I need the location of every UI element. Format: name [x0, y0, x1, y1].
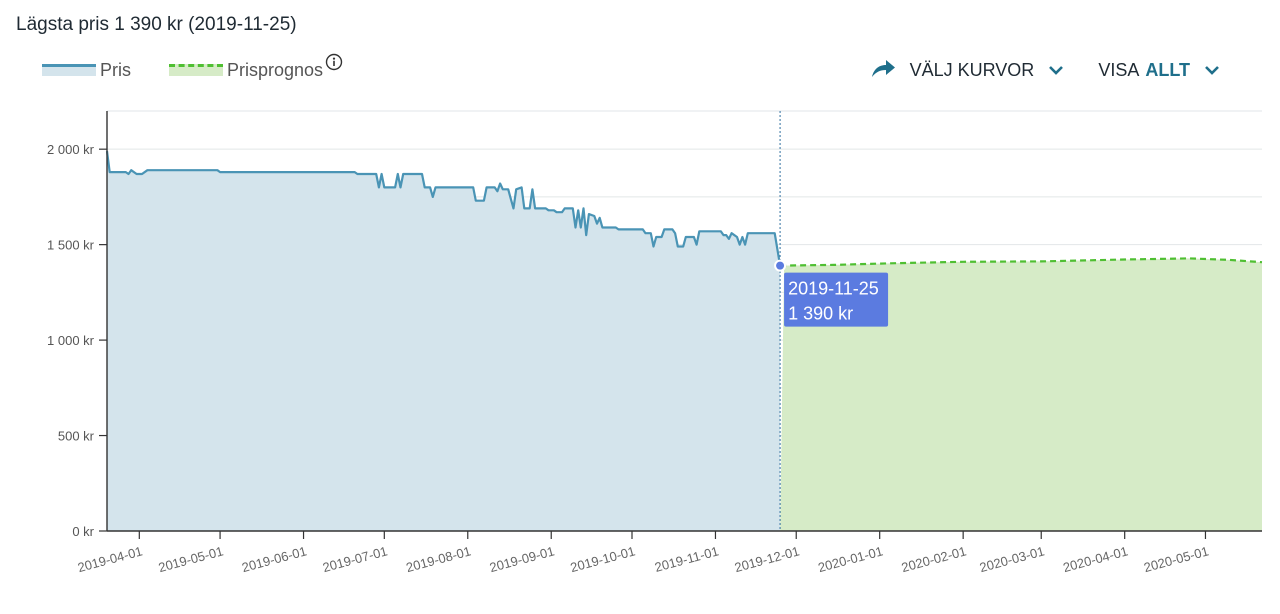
x-tick-label: 2019-09-01: [488, 543, 556, 575]
y-tick-label: 0 kr: [72, 524, 94, 539]
price-chart[interactable]: 0 kr 500 kr 1 000 kr 1 500 kr 2 000 kr 2019-…: [0, 100, 1280, 614]
visa-label: VISA: [1098, 59, 1140, 80]
x-tick-label: 2019-08-01: [404, 543, 472, 575]
legend-swatch-prisprognos: [169, 64, 223, 76]
forecast-line: [780, 257, 1263, 267]
info-icon[interactable]: [325, 53, 343, 76]
x-tick-label: 2020-04-01: [1061, 543, 1129, 575]
y-axis-ticks: 0 kr 500 kr 1 000 kr 1 500 kr 2 000 kr: [47, 142, 107, 539]
highlight-point[interactable]: [774, 259, 787, 272]
x-tick-label: 2019-05-01: [157, 543, 225, 575]
x-tick-label: 2019-06-01: [240, 543, 308, 575]
valj-kurvor-label: VÄLJ KURVOR: [909, 59, 1035, 80]
forecast-area: [780, 258, 1262, 531]
legend-item-pris[interactable]: Pris: [42, 60, 131, 81]
x-tick-label: 2020-01-01: [816, 543, 884, 575]
legend-label-pris: Pris: [100, 59, 131, 80]
chart-legend: Pris Prisprognos: [42, 53, 381, 84]
share-arrow-icon: [870, 57, 896, 84]
chevron-down-icon: [1048, 60, 1064, 81]
x-tick-label: 2020-05-01: [1142, 543, 1210, 575]
tooltip-price: 1 390 kr: [788, 304, 853, 324]
legend-item-prisprognos[interactable]: Prisprognos: [169, 53, 343, 82]
chart-controls: VÄLJ KURVOR VISA ALLT: [870, 56, 1220, 84]
tooltip: 2019-11-25 1 390 kr: [784, 272, 889, 327]
valj-kurvor-dropdown[interactable]: VÄLJ KURVOR: [870, 57, 1065, 84]
legend-swatch-pris: [42, 64, 96, 76]
y-tick-label: 1 000 kr: [47, 333, 95, 348]
x-tick-label: 2020-03-01: [978, 543, 1046, 575]
y-tick-label: 2 000 kr: [47, 142, 95, 157]
x-tick-label: 2020-02-01: [900, 543, 968, 575]
x-tick-label: 2019-04-01: [76, 543, 144, 575]
x-tick-label: 2019-07-01: [321, 543, 389, 575]
tooltip-background: [784, 272, 889, 327]
legend-label-prisprognos: Prisprognos: [227, 59, 324, 80]
y-tick-label: 500 kr: [58, 429, 95, 444]
x-tick-label: 2019-11-01: [653, 543, 720, 574]
lowest-price-headline: Lägsta pris 1 390 kr (2019-11-25): [16, 14, 297, 35]
price-line: [105, 150, 782, 266]
x-axis-ticks: 2019-04-01 2019-05-01 2019-06-01 2019-07-01…: [76, 531, 1210, 575]
visa-dropdown[interactable]: VISA ALLT: [1098, 60, 1220, 81]
x-tick-label: 2019-10-01: [569, 543, 637, 575]
tooltip-date: 2019-11-25: [788, 279, 879, 299]
chevron-down-icon: [1204, 60, 1220, 81]
x-tick-label: 2019-12-01: [733, 543, 801, 575]
price-area: [107, 151, 781, 531]
visa-value: ALLT: [1145, 59, 1190, 80]
y-tick-label: 1 500 kr: [47, 238, 95, 253]
